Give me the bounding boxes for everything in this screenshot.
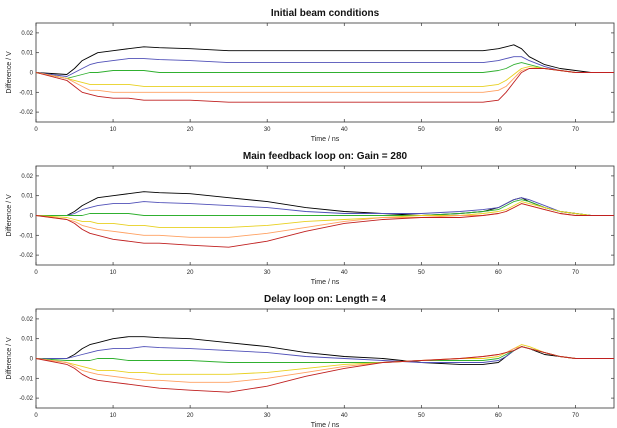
plot-frame <box>35 308 615 409</box>
y-tick-label: 0.02 <box>21 317 33 323</box>
series-line-4 <box>35 201 614 228</box>
series-line-1 <box>35 44 614 75</box>
x-tick-label: 60 <box>495 270 502 276</box>
x-axis-label: Time / ns <box>311 422 340 428</box>
series-line-6 <box>35 68 614 103</box>
y-axis-label: Difference / V <box>6 194 13 237</box>
x-tick-label: 30 <box>264 127 271 133</box>
series-line-4 <box>35 66 614 87</box>
series-line-4 <box>35 344 614 375</box>
series-line-2 <box>36 197 614 216</box>
x-tick-label: 30 <box>264 413 271 419</box>
x-tick-label: 30 <box>264 270 271 276</box>
series-line-3 <box>35 62 614 79</box>
chart-panel-3: Delay loop on: Length = 4 0 10 20 30 40 50 60 70… <box>6 294 615 428</box>
y-tick-label: -0.01 <box>19 376 33 382</box>
series-line-1 <box>36 336 614 365</box>
x-tick-label: 50 <box>418 413 425 419</box>
x-tick-label: 50 <box>418 270 425 276</box>
y-tick-label: 0.02 <box>21 174 33 180</box>
chart-panel-1: Initial beam conditions 0 10 20 30 40 50 60 70 0.… <box>6 8 615 143</box>
series-line-5 <box>35 346 614 383</box>
y-tick-label: -0.01 <box>19 233 33 239</box>
x-axis-label: Time / ns <box>311 136 340 143</box>
y-tick-label: -0.02 <box>19 110 33 116</box>
x-tick-label: 60 <box>495 127 502 133</box>
series-line-6 <box>35 203 614 248</box>
chart-title: Main feedback loop on: Gain = 280 <box>243 151 408 162</box>
x-tick-label: 10 <box>110 127 117 133</box>
x-tick-label: 60 <box>495 413 502 419</box>
y-tick-label: -0.02 <box>19 253 33 259</box>
series-line-3 <box>36 199 614 216</box>
y-tick-label: 0.01 <box>21 194 33 200</box>
x-tick-label: 70 <box>572 127 579 133</box>
x-tick-label: 40 <box>341 270 348 276</box>
y-tick-label: 0.01 <box>21 51 33 57</box>
x-tick-label: 70 <box>572 413 579 419</box>
x-tick-label: 40 <box>341 413 348 419</box>
y-tick-label: 0 <box>30 71 34 77</box>
x-tick-label: 20 <box>187 127 194 133</box>
series-line-6 <box>35 346 614 393</box>
x-tick-label: 40 <box>341 127 348 133</box>
x-tick-label: 10 <box>110 413 117 419</box>
chart-title: Delay loop on: Length = 4 <box>264 294 386 305</box>
y-tick-label: -0.01 <box>19 90 33 96</box>
x-tick-label: 0 <box>34 270 38 276</box>
x-tick-label: 70 <box>572 270 579 276</box>
x-tick-label: 0 <box>34 127 38 133</box>
x-tick-label: 50 <box>418 127 425 133</box>
chart-title: Initial beam conditions <box>271 8 380 19</box>
x-tick-label: 20 <box>187 413 194 419</box>
y-axis-label: Difference / V <box>6 337 13 380</box>
y-tick-label: -0.02 <box>19 396 33 402</box>
x-tick-label: 20 <box>187 270 194 276</box>
chart-panel-2: Main feedback loop on: Gain = 280 0 10 20 30… <box>6 151 615 286</box>
x-axis-label: Time / ns <box>311 279 340 286</box>
y-tick-label: 0.02 <box>21 31 33 37</box>
x-tick-label: 10 <box>110 270 117 276</box>
y-tick-label: 0.01 <box>21 337 33 343</box>
x-tick-label: 0 <box>34 413 38 419</box>
series-line-2 <box>35 56 614 77</box>
y-axis-label: Difference / V <box>6 51 13 94</box>
y-tick-label: 0 <box>30 214 34 220</box>
y-tick-label: 0 <box>30 357 34 363</box>
